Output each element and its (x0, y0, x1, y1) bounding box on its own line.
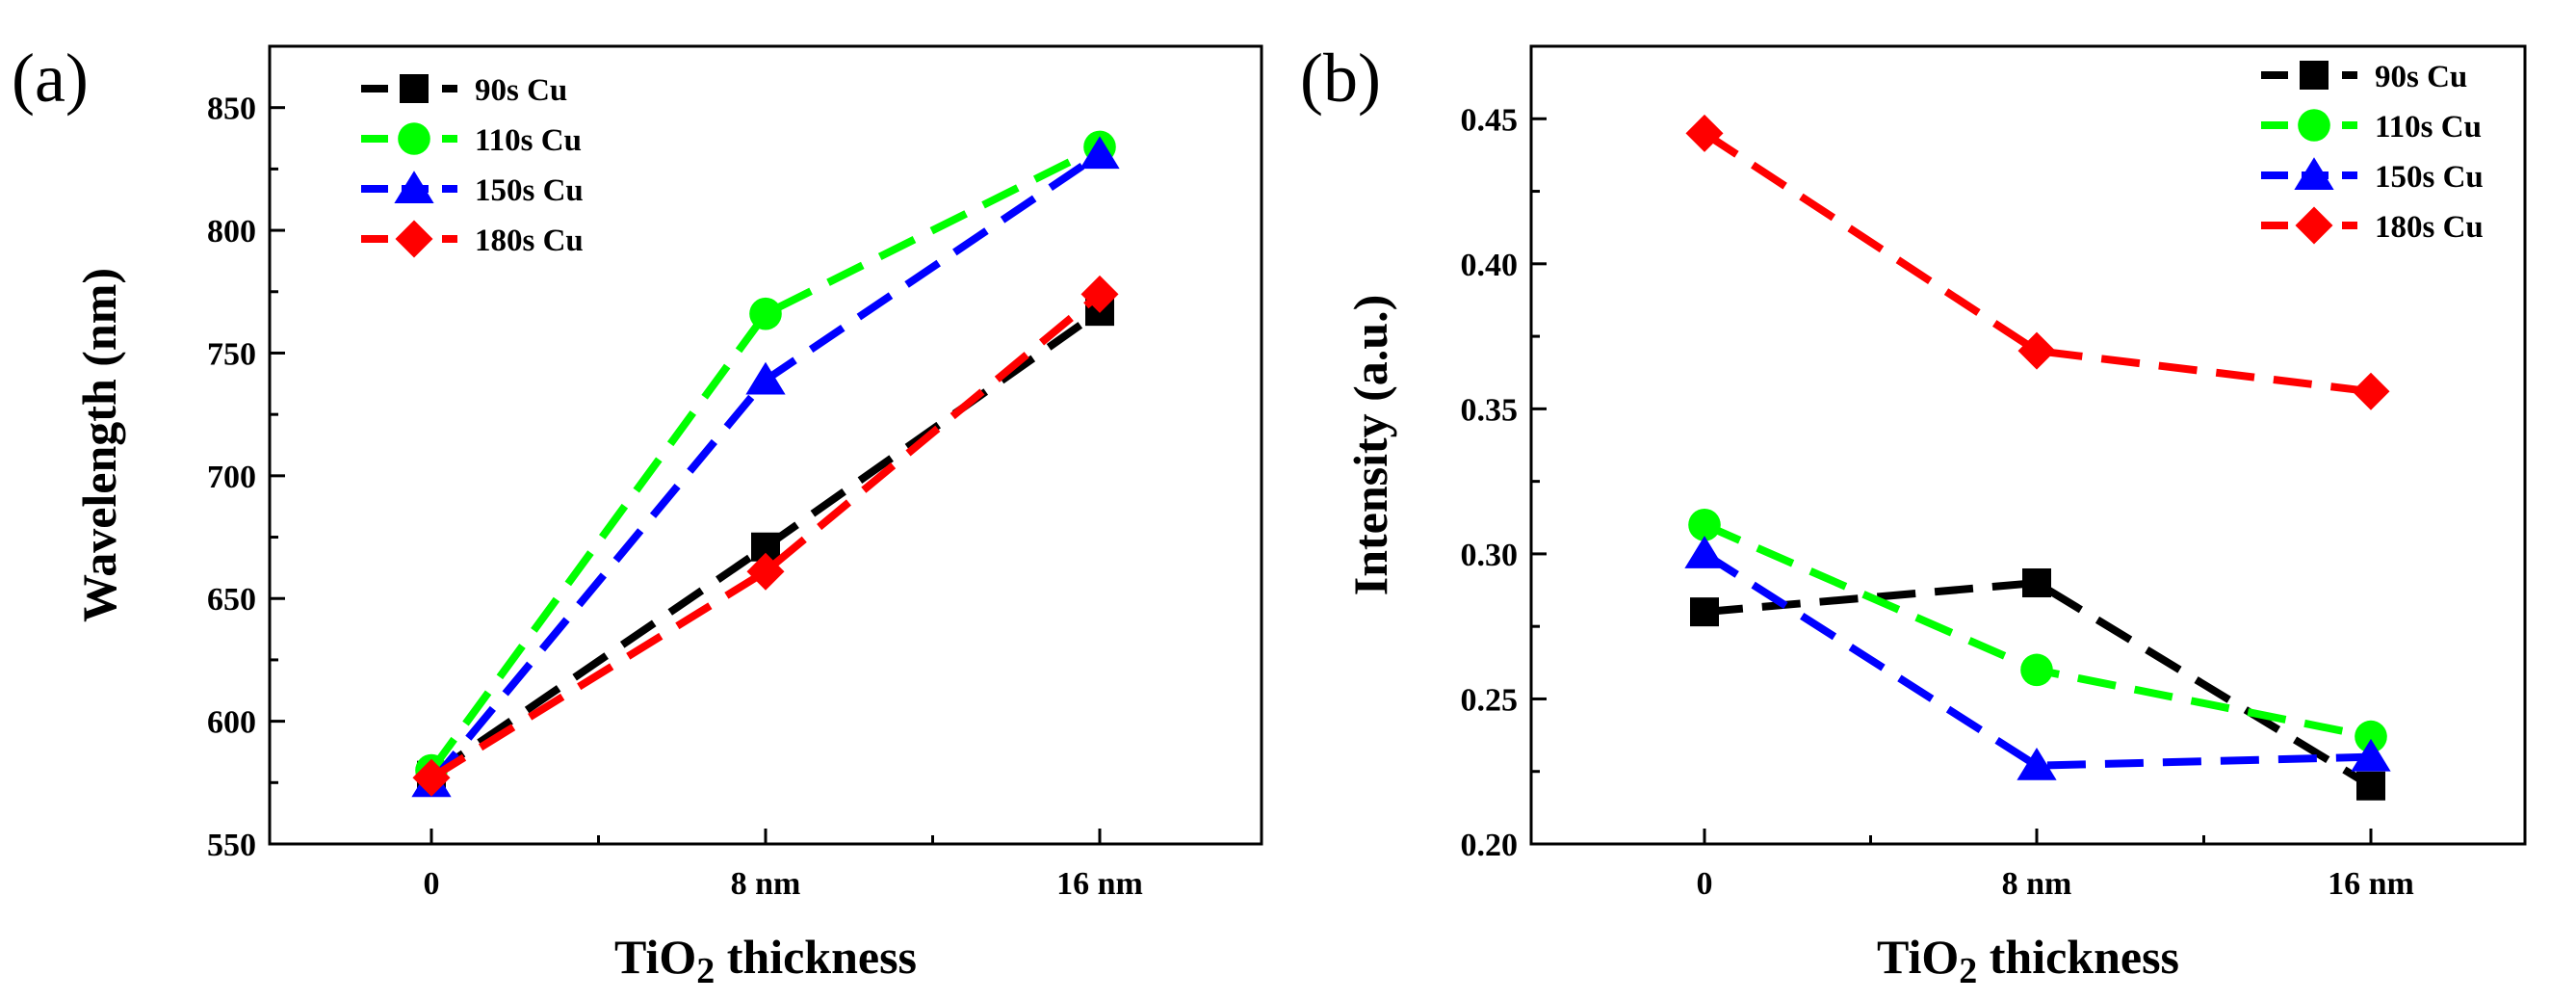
chart-panel-2: 0.20 0.25 0.30 0.35 0.40 0.45 0 8 nm 16 nm TiO2 t… (1300, 40, 2527, 991)
data-point-marker (1688, 509, 1721, 541)
series-150s-cu (1684, 536, 2391, 780)
x-tick-label: 8 nm (2002, 866, 2072, 902)
x-tick-label: 0 (1697, 866, 1713, 902)
series-line (1702, 129, 2372, 396)
y-tick-label: 800 (207, 214, 256, 250)
data-point-marker (2356, 771, 2385, 801)
data-point-marker (749, 297, 782, 330)
data-point-marker (2017, 331, 2056, 370)
x-axis-title-part: TiO (1877, 930, 1959, 984)
data-point-marker (1690, 597, 1719, 627)
y-tick-label: 0.45 (1461, 102, 1519, 138)
legend-label: 110s Cu (2375, 110, 2482, 145)
legend-label: 180s Cu (475, 224, 584, 258)
data-point-marker (2351, 738, 2391, 772)
panel-label: (a) (12, 40, 89, 117)
data-point-marker (2022, 568, 2051, 598)
series-line (1703, 521, 2372, 741)
x-axis-title: TiO2 thickness (614, 930, 917, 991)
legend-marker (394, 171, 434, 203)
x-tick-label: 16 nm (2328, 866, 2414, 902)
data-point-marker (2020, 653, 2053, 687)
x-tick-label: 8 nm (731, 866, 801, 902)
y-tick-label: 600 (207, 705, 256, 741)
y-tick-label: 650 (207, 582, 256, 618)
legend-marker (2295, 206, 2333, 245)
panel-label: (b) (1300, 40, 1381, 117)
y-axis-title: Intensity (a.u.) (1343, 295, 1397, 596)
legend-marker (395, 220, 433, 258)
legend-marker (2294, 157, 2334, 190)
data-point-marker (746, 552, 785, 591)
data-point-marker (412, 758, 451, 797)
y-tick-label: 850 (207, 92, 256, 127)
x-axis-title-part: thickness (1977, 930, 2179, 984)
legend-marker (398, 122, 430, 155)
series-line (1702, 550, 2372, 770)
data-point-marker (745, 361, 786, 395)
y-tick-label: 0.20 (1461, 828, 1519, 863)
x-axis-title-subscript: 2 (696, 951, 715, 991)
series-180s-cu (1685, 114, 2390, 410)
y-tick-label: 0.35 (1461, 392, 1519, 428)
series-line (428, 143, 1102, 773)
legend-label: 90s Cu (475, 73, 567, 108)
data-point-marker (2017, 747, 2057, 780)
chart-panel-1: 550 600 650 700 750 800 850 0 8 nm 16 nm TiO2 thic… (12, 40, 1263, 991)
x-axis-title-part: TiO (614, 930, 696, 984)
data-point-marker (1685, 114, 1724, 152)
data-point-marker (2352, 372, 2390, 410)
data-point-marker (2355, 720, 2387, 753)
legend: 90s Cu 110s Cu 150s Cu 180s Cu (361, 73, 584, 258)
legend-label: 90s Cu (2375, 60, 2467, 94)
y-tick-label: 700 (207, 460, 256, 495)
legend-marker (400, 74, 429, 103)
legend-label: 150s Cu (2375, 160, 2484, 195)
x-axis-title-subscript: 2 (1959, 951, 1977, 991)
x-axis-title-part: thickness (715, 930, 917, 984)
legend-marker (2300, 61, 2329, 90)
legend-label: 180s Cu (2375, 210, 2484, 245)
y-tick-label: 750 (207, 336, 256, 372)
y-tick-label: 0.25 (1461, 682, 1519, 718)
y-tick-label: 550 (207, 828, 256, 863)
series-line (429, 291, 1103, 781)
legend-label: 150s Cu (475, 173, 584, 208)
y-tick-label: 0.40 (1461, 248, 1519, 283)
data-point-marker (1684, 536, 1725, 568)
data-point-marker (1080, 136, 1120, 170)
plot-frame (1529, 44, 2527, 846)
legend: 90s Cu 110s Cu 150s Cu 180s Cu (2261, 60, 2484, 245)
legend-label: 110s Cu (475, 123, 582, 158)
x-axis-title: TiO2 thickness (1877, 930, 2179, 991)
y-axis-title: Wavelength (nm) (72, 268, 126, 622)
x-tick-label: 0 (424, 866, 440, 902)
y-tick-label: 0.30 (1461, 538, 1519, 573)
series-180s-cu (412, 275, 1119, 797)
legend-marker (2298, 109, 2330, 142)
data-point-marker (1080, 275, 1119, 313)
series-110s-cu (1688, 509, 2387, 753)
x-tick-label: 16 nm (1056, 866, 1143, 902)
